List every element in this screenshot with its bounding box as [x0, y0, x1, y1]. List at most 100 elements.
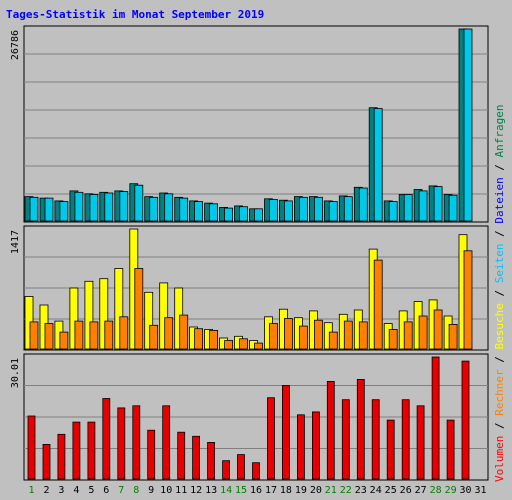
bar-rechner-14 — [224, 340, 234, 350]
bar-dateien-18 — [283, 200, 293, 222]
bar-volumen-30 — [461, 360, 470, 480]
bar-dateien-23 — [358, 187, 368, 222]
x-tick-label-16: 16 — [250, 485, 262, 496]
bar-volumen-7 — [117, 407, 126, 480]
bar-volumen-1 — [27, 415, 36, 480]
panel-mid-max-label: 1417 — [10, 230, 21, 254]
x-tick-label-17: 17 — [265, 485, 277, 496]
bar-rechner-19 — [298, 325, 308, 350]
bar-volumen-6 — [102, 398, 111, 480]
bar-dateien-24 — [373, 108, 383, 222]
bar-volumen-18 — [281, 385, 290, 480]
x-tick-label-4: 4 — [73, 485, 79, 496]
bar-rechner-16 — [254, 342, 263, 350]
bar-dateien-29 — [448, 194, 458, 222]
x-tick-label-14: 14 — [220, 485, 232, 496]
x-tick-label-11: 11 — [175, 485, 187, 496]
bar-dateien-8 — [134, 184, 144, 222]
bar-dateien-20 — [313, 196, 323, 222]
bar-rechner-22 — [343, 320, 353, 350]
x-tick-label-26: 26 — [400, 485, 412, 496]
bar-rechner-5 — [89, 321, 99, 350]
bar-volumen-8 — [132, 405, 141, 480]
bar-rechner-8 — [134, 268, 144, 350]
legend-separator: / — [493, 224, 506, 244]
legend-separator: / — [493, 157, 506, 177]
legend-separator: / — [493, 283, 506, 303]
bar-volumen-26 — [401, 399, 410, 480]
bar-dateien-21 — [328, 201, 338, 222]
x-tick-label-15: 15 — [235, 485, 247, 496]
x-tick-label-13: 13 — [205, 485, 217, 496]
bar-volumen-29 — [446, 419, 455, 480]
bar-dateien-6 — [104, 192, 114, 222]
bar-rechner-2 — [44, 323, 54, 350]
panel-top-max-label: 26786 — [10, 30, 21, 60]
x-tick-label-24: 24 — [370, 485, 382, 496]
bar-besuche-10 — [159, 282, 169, 350]
legend-item-seiten: Seiten — [493, 244, 506, 284]
bar-rechner-18 — [283, 318, 293, 350]
bar-volumen-23 — [356, 378, 365, 480]
bar-besuche-6 — [99, 278, 109, 350]
legend-item-rechner: Rechner — [493, 369, 506, 416]
bar-volumen-27 — [416, 405, 425, 480]
bar-volumen-4 — [72, 421, 81, 480]
bar-dateien-3 — [59, 201, 69, 222]
x-tick-label-27: 27 — [415, 485, 427, 496]
bar-rechner-30 — [463, 250, 473, 350]
bar-volumen-22 — [341, 399, 350, 480]
bar-rechner-28 — [433, 309, 443, 350]
bar-volumen-3 — [57, 433, 66, 480]
legend: Volumen / Rechner / Besuche / Seiten / D… — [493, 104, 506, 482]
bar-dateien-25 — [388, 201, 398, 222]
x-tick-label-19: 19 — [295, 485, 307, 496]
bar-dateien-26 — [403, 194, 413, 222]
bar-besuche-7 — [114, 268, 124, 350]
bar-volumen-16 — [252, 462, 260, 480]
bar-rechner-6 — [104, 320, 114, 350]
bar-volumen-2 — [42, 443, 51, 480]
legend-separator: / — [493, 350, 506, 370]
bar-rechner-26 — [403, 321, 413, 350]
x-tick-label-7: 7 — [118, 485, 124, 496]
bar-rechner-1 — [29, 321, 39, 350]
bar-rechner-11 — [179, 314, 189, 350]
panel-top-frame — [23, 25, 489, 223]
bar-volumen-14 — [222, 460, 231, 480]
bar-rechner-17 — [269, 323, 278, 350]
bar-rechner-3 — [59, 331, 69, 350]
bar-volumen-15 — [237, 454, 245, 480]
bar-rechner-10 — [164, 317, 174, 350]
x-tick-label-30: 30 — [459, 485, 471, 496]
bar-rechner-9 — [149, 324, 159, 350]
bar-dateien-13 — [209, 203, 219, 222]
bar-rechner-4 — [74, 320, 84, 350]
bar-dateien-22 — [343, 196, 353, 222]
bar-besuche-9 — [144, 291, 154, 350]
bar-volumen-19 — [296, 414, 305, 480]
bar-volumen-17 — [267, 397, 275, 480]
bar-volumen-13 — [207, 441, 216, 480]
bar-dateien-2 — [44, 197, 54, 222]
bar-dateien-4 — [74, 191, 84, 222]
bar-rechner-7 — [119, 316, 129, 350]
bar-rechner-29 — [448, 323, 458, 350]
legend-separator: / — [493, 416, 506, 436]
x-tick-label-28: 28 — [430, 485, 442, 496]
x-tick-label-5: 5 — [88, 485, 94, 496]
x-tick-label-6: 6 — [103, 485, 109, 496]
bar-rechner-21 — [328, 331, 338, 350]
bar-volumen-12 — [192, 435, 201, 480]
bar-rechner-24 — [373, 259, 383, 350]
bar-dateien-7 — [119, 191, 129, 222]
x-tick-label-29: 29 — [445, 485, 457, 496]
bar-volumen-24 — [371, 399, 380, 480]
bar-dateien-1 — [29, 196, 39, 222]
panel-bot-max-label: 30.01 — [10, 358, 21, 388]
x-tick-label-3: 3 — [58, 485, 64, 496]
bar-volumen-28 — [431, 356, 440, 480]
legend-item-dateien: Dateien — [493, 177, 506, 223]
